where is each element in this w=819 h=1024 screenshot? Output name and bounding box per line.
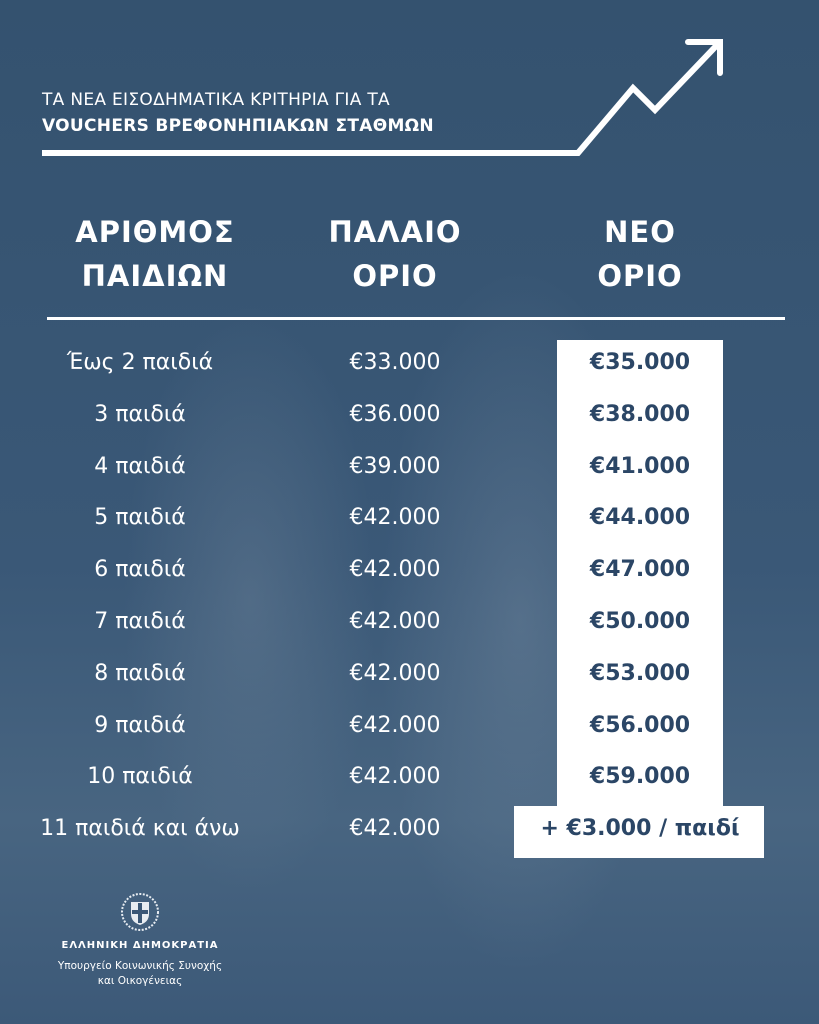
new-limit-highlight [557,340,723,806]
header-line: ΠΑΛΑΙΟ [328,215,462,249]
old-limit-cell: €42.000 [349,816,441,842]
header-line: ΑΡΙΘΜΟΣ [75,215,235,249]
new-limit-cell: €41.000 [589,453,691,479]
greek-coat-of-arms-icon [40,892,240,936]
old-limit-cell: €42.000 [349,712,441,738]
header-line: ΟΡΙΟ [597,259,683,293]
title-line-1: ΤΑ ΝΕΑ ΕΙΣΟΔΗΜΑΤΙΚΑ ΚΡΙΤΗΡΙΑ ΓΙΑ ΤΑ [42,90,390,110]
title-line-2: VOUCHERS ΒΡΕΦΟΝΗΠΙΑΚΩΝ ΣΤΑΘΜΩΝ [42,116,434,136]
header-line: ΠΑΙΔΙΩΝ [81,259,229,293]
table-row: 11 παιδιά και άνω €42.000 + €3.000 / παιδί [0,804,819,856]
ministry-line-2: και Οικογένειας [97,975,183,987]
table-row: 5 παιδιά €42.000 €44.000 [0,493,819,545]
children-count-cell: Έως 2 παιδιά [66,350,214,375]
children-count-cell: 8 παιδιά [94,660,186,686]
old-limit-cell: €42.000 [349,505,441,531]
children-count-cell: 11 παιδιά και άνω [40,816,240,842]
table-row: 10 παιδιά €42.000 €59.000 [0,752,819,804]
table-row: Έως 2 παιδιά €33.000 €35.000 [0,338,819,390]
org-name: ΕΛΛΗΝΙΚΗ ΔΗΜΟΚΡΑΤΙΑ [61,940,219,951]
children-count-cell: 5 παιδιά [94,505,186,531]
column-header-children: ΑΡΙΘΜΟΣ ΠΑΙΔΙΩΝ [50,210,260,298]
new-limit-cell: €59.000 [589,764,691,790]
table-row: 7 παιδιά €42.000 €50.000 [0,597,819,649]
header-divider [47,317,785,320]
new-limit-cell: €38.000 [589,401,691,427]
old-limit-cell: €36.000 [349,401,441,427]
table-row: 8 παιδιά €42.000 €53.000 [0,649,819,701]
table-row: 4 παιδιά €39.000 €41.000 [0,442,819,494]
old-limit-cell: €42.000 [349,660,441,686]
new-limit-cell: €53.000 [589,660,691,686]
children-count-cell: 9 παιδιά [94,712,186,738]
children-count-cell: 3 παιδιά [94,401,186,427]
children-count-cell: 4 παιδιά [94,453,186,479]
column-header-old-limit: ΠΑΛΑΙΟ ΟΡΙΟ [295,210,495,298]
new-limit-cell: €50.000 [589,609,691,634]
old-limit-cell: €42.000 [349,557,441,583]
ministry-line-1: Υπουργείο Κοινωνικής Συνοχής [57,960,223,972]
new-limit-highlight-last [514,806,764,858]
new-limit-cell: €47.000 [589,557,691,583]
header-line: ΟΡΙΟ [352,259,438,293]
table-row: 9 παιδιά €42.000 €56.000 [0,701,819,753]
new-limit-cell: €56.000 [589,712,691,738]
new-limit-cell: €44.000 [589,505,691,531]
table-row: 6 παιδιά €42.000 €47.000 [0,545,819,597]
children-count-cell: 7 παιδιά [94,609,186,634]
new-limit-cell: + €3.000 / παιδί [540,816,740,842]
old-limit-cell: €39.000 [349,453,441,479]
old-limit-cell: €33.000 [349,350,441,375]
header-line: ΝΕΟ [604,215,676,249]
old-limit-cell: €42.000 [349,609,441,634]
table-row: 3 παιδιά €36.000 €38.000 [0,390,819,442]
children-count-cell: 6 παιδιά [94,557,186,583]
children-count-cell: 10 παιδιά [87,764,193,790]
trend-up-arrow-icon [42,39,723,156]
new-limit-cell: €35.000 [589,350,691,375]
column-header-new-limit: ΝΕΟ ΟΡΙΟ [540,210,740,298]
old-limit-cell: €42.000 [349,764,441,790]
